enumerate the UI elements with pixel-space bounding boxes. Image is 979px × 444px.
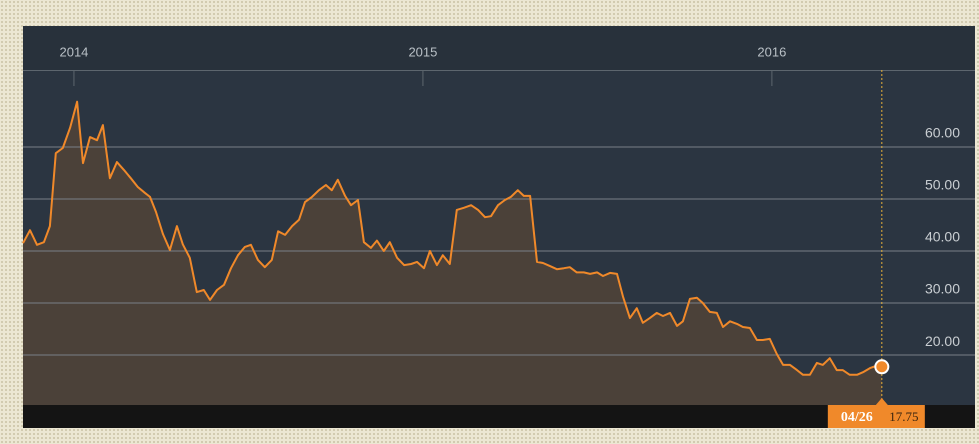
y-tick-label: 60.00 [925,125,960,141]
y-tick-label: 40.00 [925,229,960,245]
y-tick-label: 30.00 [925,281,960,297]
bottom-strip [23,405,975,428]
area [23,101,882,405]
time-strip [23,26,975,70]
x-tick-label: 2016 [757,44,786,59]
cursor-pointer [875,398,888,405]
cursor-point [874,359,890,375]
line [22,100,882,376]
cursor-value: 17.75 [889,409,918,424]
x-tick-label: 2015 [408,44,437,59]
y-tick-label: 50.00 [925,177,960,193]
x-tick-label: 2014 [59,44,88,59]
y-tick-label: 20.00 [925,333,960,349]
cursor-date: 04/26 [841,410,873,425]
cursor-label-box [827,405,925,428]
